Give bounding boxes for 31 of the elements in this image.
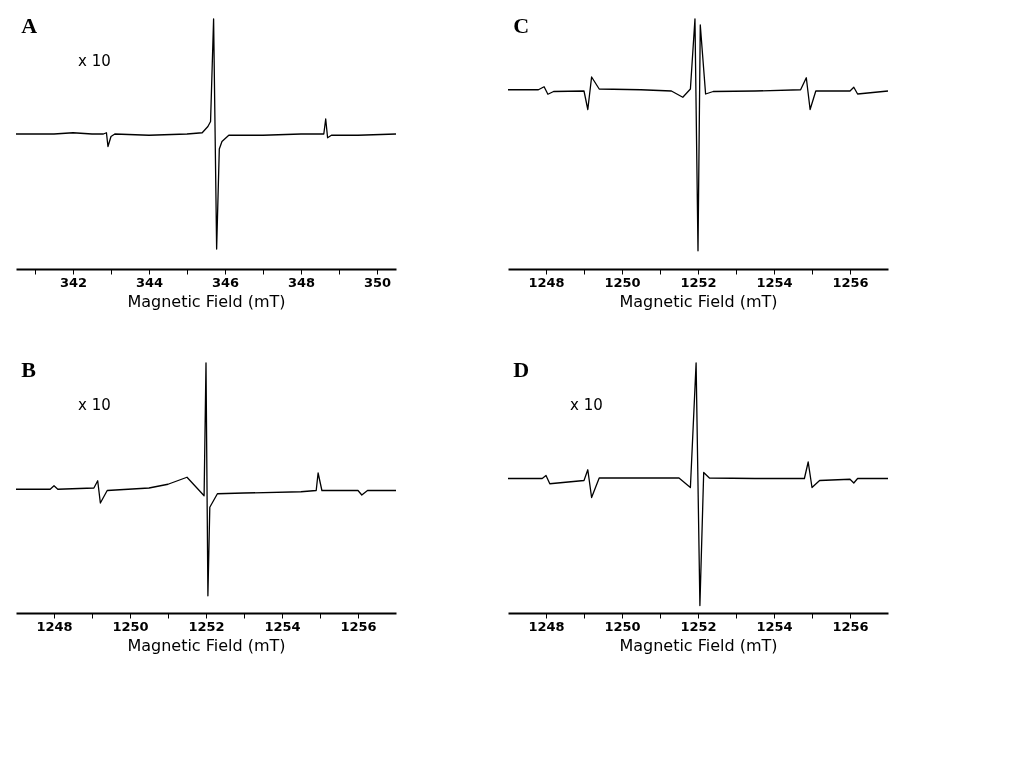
annotation: x 10 — [570, 396, 603, 414]
x-tick-label: 1254 — [756, 274, 793, 290]
chart-title: B — [21, 357, 37, 383]
x-tick-label: 1252 — [188, 618, 225, 634]
x-tick-label: 1254 — [756, 618, 793, 634]
x-tick-label: 342 — [59, 274, 88, 290]
annotation: x 10 — [78, 396, 111, 414]
x-tick-label: 1254 — [264, 618, 301, 634]
x-tick-label: 350 — [363, 274, 392, 290]
x-axis-title: Magnetic Field (mT) — [127, 635, 286, 655]
annotation: x 10 — [78, 52, 111, 70]
x-tick-label: 348 — [287, 274, 316, 290]
x-tick-label: 346 — [211, 274, 240, 290]
x-axis-title: Magnetic Field (mT) — [619, 291, 778, 311]
chart-title: A — [21, 13, 38, 39]
chart-title: C — [513, 13, 530, 39]
x-tick-label: 1250 — [604, 274, 641, 290]
x-axis-title: Magnetic Field (mT) — [619, 635, 778, 655]
x-tick-label: 1256 — [832, 274, 869, 290]
x-tick-label: 1256 — [832, 618, 869, 634]
x-tick-label: 1252 — [680, 274, 717, 290]
x-tick-label: 1252 — [680, 618, 717, 634]
x-tick-label: 1250 — [604, 618, 641, 634]
x-tick-label: 1256 — [340, 618, 377, 634]
x-tick-label: 1248 — [528, 274, 565, 290]
x-tick-label: 1248 — [36, 618, 73, 634]
x-tick-label: 1248 — [528, 618, 565, 634]
x-tick-label: 1250 — [112, 618, 149, 634]
x-tick-label: 344 — [135, 274, 164, 290]
chart-title: D — [513, 357, 530, 383]
x-axis-title: Magnetic Field (mT) — [127, 291, 286, 311]
